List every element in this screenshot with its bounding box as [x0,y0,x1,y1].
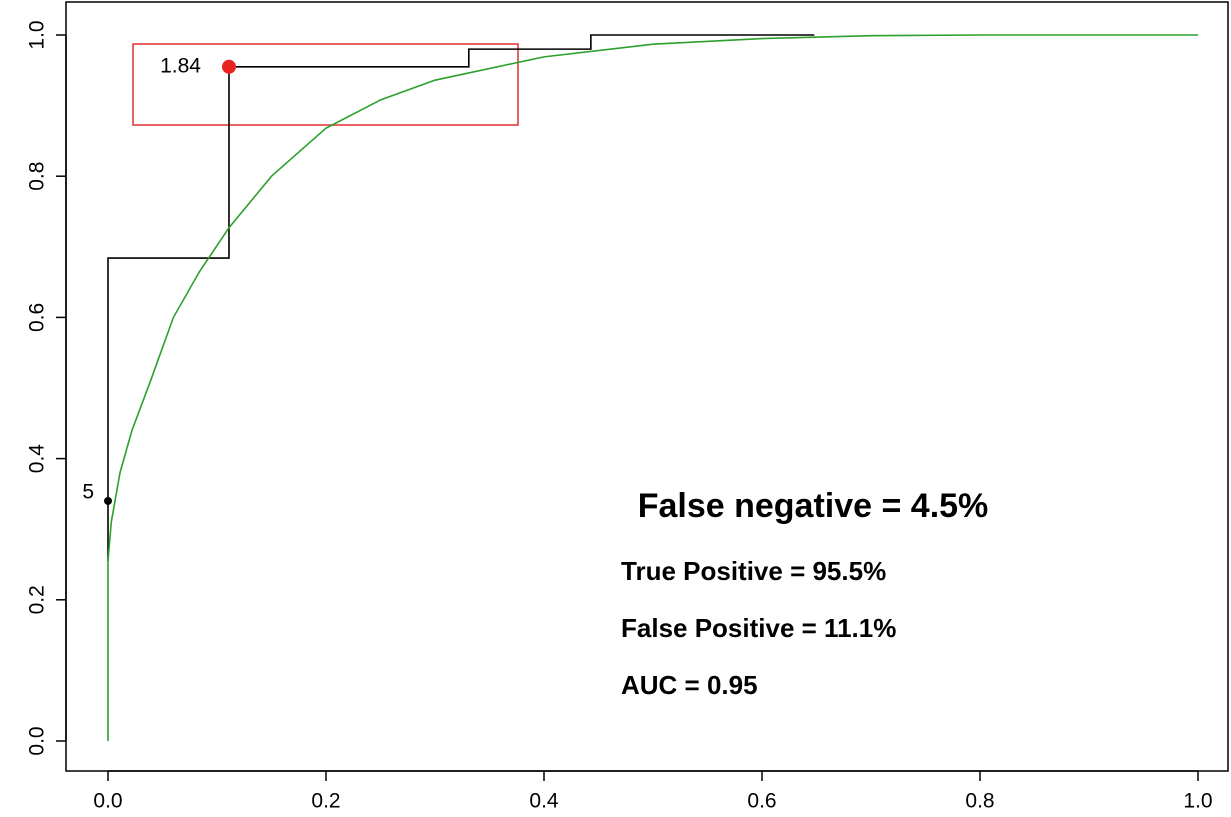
x-tick-label: 0.2 [311,790,340,813]
point-label: 1.84 [160,54,201,77]
plot-frame [65,1,1229,772]
annotation: AUC = 0.95 [621,670,758,700]
annotation: True Positive = 95.5% [621,556,886,586]
cutoff-point [221,59,236,74]
roc-line [107,34,1198,741]
y-tick-label: 0.4 [26,444,49,474]
cutoff-point [104,496,112,505]
y-tick-label: 0.0 [26,726,49,755]
annotation: False negative = 4.5% [638,487,989,525]
x-tick-label: 0.8 [965,790,994,813]
y-tick-label: 0.2 [26,585,49,614]
y-tick-label: 1.0 [26,20,49,49]
highlight-box [132,43,519,126]
y-tick-label: 0.8 [26,162,49,191]
annotation: False Positive = 11.1% [621,613,896,643]
x-tick-label: 0.6 [747,790,776,813]
y-tick-label: 0.6 [26,303,49,332]
point-label: 5 [82,481,94,504]
x-tick-label: 1.0 [1183,790,1212,813]
roc-line [107,34,815,561]
x-tick-label: 0.0 [93,790,122,813]
x-tick-label: 0.4 [529,790,559,813]
